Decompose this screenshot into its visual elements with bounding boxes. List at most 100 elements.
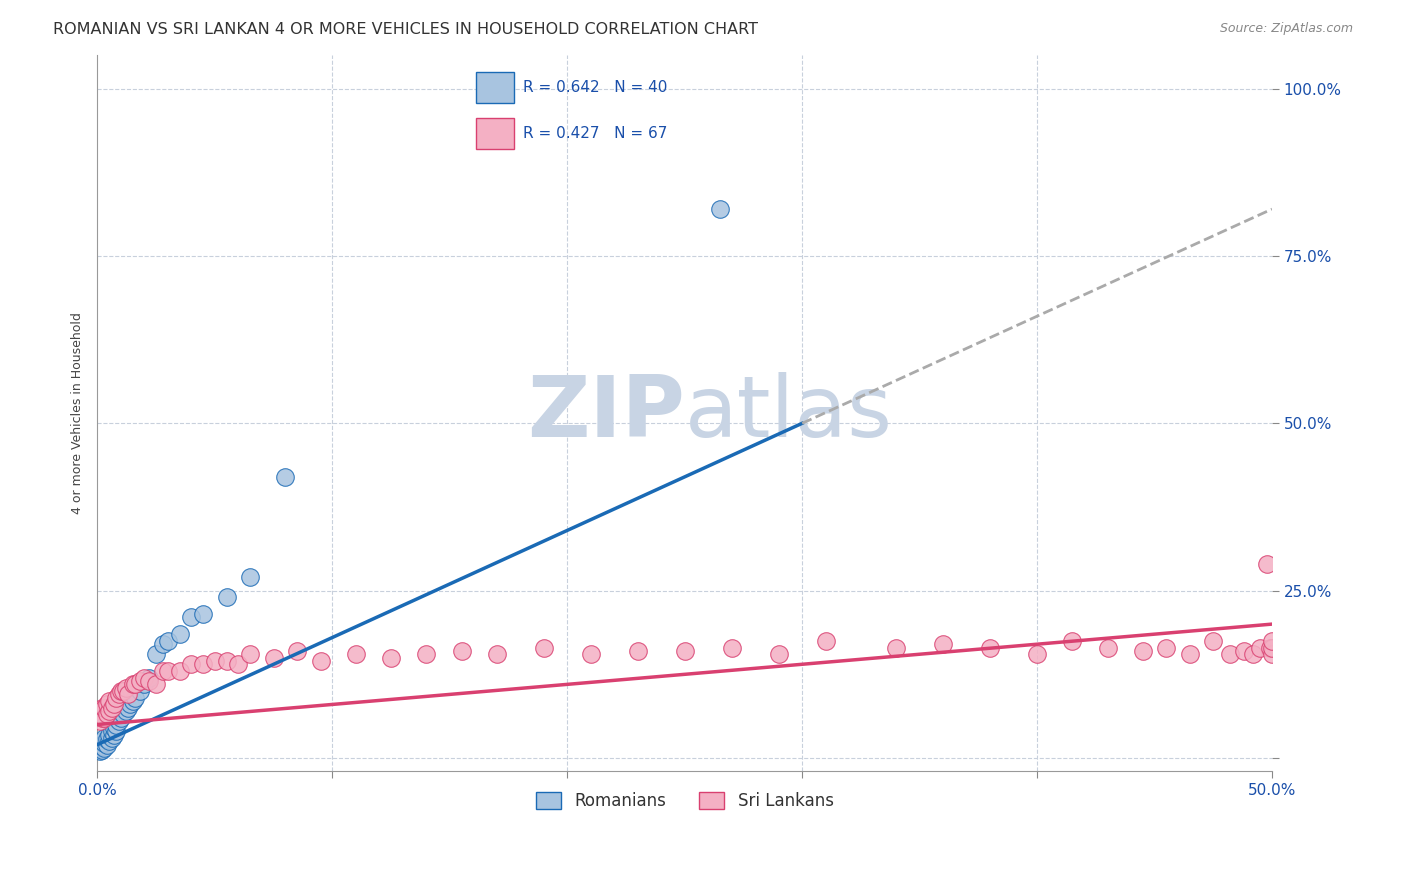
Point bbox=[100, 731, 122, 745]
Point bbox=[91, 711, 114, 725]
Point bbox=[169, 627, 191, 641]
Point bbox=[180, 610, 202, 624]
Point bbox=[344, 647, 367, 661]
Point bbox=[274, 470, 297, 484]
Point bbox=[156, 664, 179, 678]
Point bbox=[309, 654, 332, 668]
Point bbox=[768, 647, 790, 661]
Point bbox=[114, 681, 136, 695]
Point bbox=[156, 633, 179, 648]
Point bbox=[89, 714, 111, 728]
Point bbox=[98, 734, 121, 748]
Point bbox=[112, 707, 135, 722]
Point bbox=[91, 739, 114, 753]
Y-axis label: 4 or more Vehicles in Household: 4 or more Vehicles in Household bbox=[72, 312, 84, 514]
Point bbox=[1219, 647, 1241, 661]
Point bbox=[105, 690, 128, 705]
Point bbox=[124, 690, 146, 705]
Point bbox=[96, 707, 118, 722]
Point bbox=[627, 644, 650, 658]
Point bbox=[134, 677, 156, 691]
Point bbox=[93, 731, 115, 745]
Point bbox=[100, 700, 122, 714]
Point bbox=[1178, 647, 1201, 661]
Point bbox=[107, 687, 129, 701]
Point bbox=[103, 721, 125, 735]
Point bbox=[91, 734, 114, 748]
Point bbox=[93, 700, 115, 714]
Point bbox=[96, 738, 118, 752]
Point bbox=[93, 736, 115, 750]
Point bbox=[709, 202, 731, 216]
Point bbox=[89, 741, 111, 756]
Point bbox=[98, 694, 121, 708]
Point bbox=[415, 647, 437, 661]
Point bbox=[1233, 644, 1256, 658]
Point bbox=[1202, 633, 1225, 648]
Point bbox=[124, 677, 146, 691]
Point bbox=[152, 664, 174, 678]
Point bbox=[485, 647, 508, 661]
Point bbox=[932, 637, 955, 651]
Point bbox=[228, 657, 250, 672]
Point bbox=[1154, 640, 1177, 655]
Point bbox=[120, 698, 142, 712]
Point bbox=[285, 644, 308, 658]
Point bbox=[1256, 557, 1278, 571]
Point bbox=[103, 698, 125, 712]
Point bbox=[112, 684, 135, 698]
Legend: Romanians, Sri Lankans: Romanians, Sri Lankans bbox=[529, 785, 841, 817]
Point bbox=[204, 654, 226, 668]
Point bbox=[117, 687, 139, 701]
Point bbox=[134, 671, 156, 685]
Text: Source: ZipAtlas.com: Source: ZipAtlas.com bbox=[1219, 22, 1353, 36]
Point bbox=[138, 671, 160, 685]
Point bbox=[1258, 640, 1281, 655]
Point bbox=[380, 650, 402, 665]
Point bbox=[110, 684, 132, 698]
Point bbox=[1132, 644, 1154, 658]
Point bbox=[1261, 633, 1284, 648]
Point bbox=[100, 724, 122, 739]
Point bbox=[169, 664, 191, 678]
Point bbox=[263, 650, 285, 665]
Text: ROMANIAN VS SRI LANKAN 4 OR MORE VEHICLES IN HOUSEHOLD CORRELATION CHART: ROMANIAN VS SRI LANKAN 4 OR MORE VEHICLE… bbox=[53, 22, 758, 37]
Point bbox=[121, 694, 143, 708]
Point bbox=[89, 707, 111, 722]
Point bbox=[239, 570, 262, 584]
Point bbox=[138, 673, 160, 688]
Point bbox=[96, 732, 118, 747]
Point bbox=[91, 700, 114, 714]
Point bbox=[93, 741, 115, 756]
Point bbox=[91, 743, 114, 757]
Point bbox=[103, 728, 125, 742]
Point bbox=[152, 637, 174, 651]
Point bbox=[89, 738, 111, 752]
Point bbox=[105, 724, 128, 739]
Point bbox=[884, 640, 907, 655]
Point bbox=[180, 657, 202, 672]
Point bbox=[979, 640, 1001, 655]
Point bbox=[1261, 640, 1284, 655]
Point bbox=[450, 644, 472, 658]
Point bbox=[1241, 647, 1264, 661]
Point bbox=[107, 714, 129, 728]
Point bbox=[114, 704, 136, 718]
Point bbox=[215, 591, 238, 605]
Point bbox=[93, 711, 115, 725]
Point bbox=[191, 657, 214, 672]
Point bbox=[128, 684, 150, 698]
Point bbox=[533, 640, 555, 655]
Point bbox=[98, 704, 121, 718]
Text: ZIP: ZIP bbox=[527, 372, 685, 455]
Point bbox=[215, 654, 238, 668]
Point bbox=[128, 673, 150, 688]
Point bbox=[121, 677, 143, 691]
Point bbox=[579, 647, 602, 661]
Point bbox=[110, 711, 132, 725]
Point bbox=[1026, 647, 1049, 661]
Point bbox=[117, 700, 139, 714]
Point bbox=[145, 677, 167, 691]
Point bbox=[239, 647, 262, 661]
Point bbox=[191, 607, 214, 621]
